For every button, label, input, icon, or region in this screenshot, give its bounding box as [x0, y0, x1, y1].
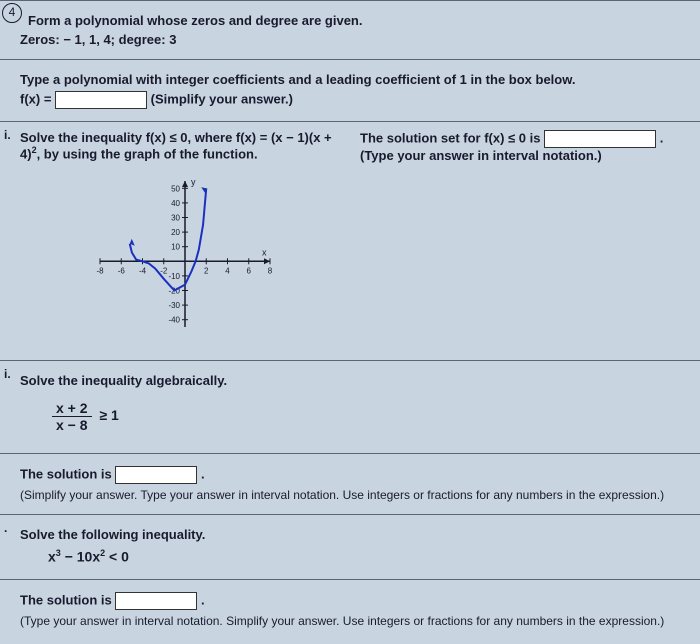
cubic-title: Solve the following inequality.: [20, 527, 688, 542]
cubic-solution-label: The solution is: [20, 592, 115, 607]
interval-answer-input[interactable]: [544, 130, 656, 148]
cubic-answer-input[interactable]: [115, 592, 197, 610]
svg-text:x: x: [262, 247, 267, 257]
svg-text:-8: -8: [96, 266, 104, 275]
solution-prompt: The solution set for f(x) ≤ 0 is . (Type…: [360, 130, 688, 163]
problem-cubic-inequality: . Solve the following inequality. x3 − 1…: [0, 514, 700, 579]
svg-text:-4: -4: [139, 266, 147, 275]
inequality-prompt: Solve the inequality f(x) ≤ 0, where f(x…: [20, 130, 340, 163]
graph-svg: -8-6-4-22468-40-30-20-101020304050xy: [80, 171, 280, 341]
svg-text:40: 40: [171, 199, 180, 208]
cubic-format-hint: (Type your answer in interval notation. …: [20, 614, 688, 628]
item-label: i.: [4, 128, 11, 142]
problem-algebraic-solution: The solution is . (Simplify your answer.…: [0, 453, 700, 514]
svg-text:-2: -2: [160, 266, 168, 275]
problem-cubic-solution: The solution is . (Type your answer in i…: [0, 579, 700, 640]
svg-text:8: 8: [268, 266, 273, 275]
svg-text:2: 2: [204, 266, 209, 275]
solution-label: The solution is: [20, 466, 115, 481]
algebraic-answer-input[interactable]: [115, 466, 197, 484]
svg-text:50: 50: [171, 184, 180, 193]
simplify-hint: (Simplify your answer.): [151, 91, 293, 106]
zeros-text: Zeros: − 1, 1, 4; degree: 3: [20, 32, 688, 47]
svg-text:30: 30: [171, 214, 180, 223]
fx-label: f(x) =: [20, 91, 55, 106]
svg-text:-6: -6: [118, 266, 126, 275]
svg-text:-40: -40: [168, 316, 180, 325]
problem-algebraic-inequality: i. Solve the inequality algebraically. x…: [0, 360, 700, 453]
problem-title: Form a polynomial whose zeros and degree…: [28, 13, 688, 28]
svg-text:20: 20: [171, 228, 180, 237]
function-graph: -8-6-4-22468-40-30-20-101020304050xy: [80, 171, 688, 344]
cubic-expression: x3 − 10x2 < 0: [48, 548, 688, 565]
svg-text:-10: -10: [168, 272, 180, 281]
problem-number-badge: 4: [2, 3, 22, 23]
svg-text:6: 6: [247, 266, 252, 275]
problem-inequality-graph: i. Solve the inequality f(x) ≤ 0, where …: [0, 121, 700, 360]
fx-answer-input[interactable]: [55, 91, 147, 109]
instruction-text: Type a polynomial with integer coefficie…: [20, 72, 688, 87]
item-label-2: i.: [4, 367, 11, 381]
problem-4: 4 Form a polynomial whose zeros and degr…: [0, 0, 700, 59]
item-label-3: .: [4, 521, 7, 535]
problem-4-instruction: Type a polynomial with integer coefficie…: [0, 59, 700, 121]
svg-text:y: y: [191, 177, 196, 187]
fraction-inequality: x + 2 x − 8 ≥ 1: [48, 394, 688, 439]
svg-text:10: 10: [171, 243, 180, 252]
format-hint: (Simplify your answer. Type your answer …: [20, 488, 688, 502]
algebraic-title: Solve the inequality algebraically.: [20, 373, 688, 388]
svg-text:-30: -30: [168, 301, 180, 310]
svg-text:4: 4: [225, 266, 230, 275]
